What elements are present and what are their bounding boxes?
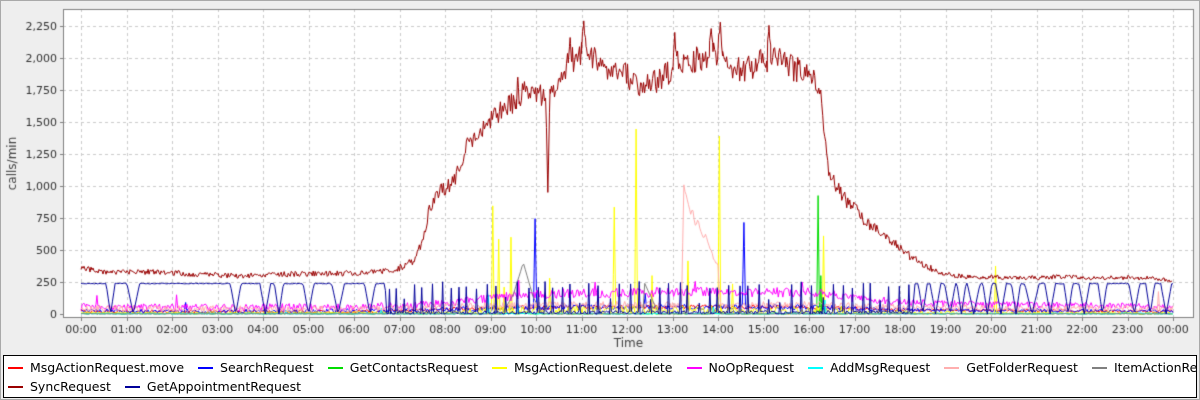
legend-label: SyncRequest bbox=[30, 379, 111, 394]
legend-label: GetAppointmentRequest bbox=[146, 379, 302, 394]
legend-item-GetFolderRequest: GetFolderRequest bbox=[944, 358, 1078, 377]
legend-item-MsgActionRequest.move: MsgActionRequest.move bbox=[8, 358, 184, 377]
legend-label: SearchRequest bbox=[220, 360, 314, 375]
legend-item-ItemActionRequest.delete: ItemActionRequest.delete bbox=[1091, 358, 1197, 377]
legend-swatch-icon bbox=[198, 366, 214, 369]
legend-label: GetFolderRequest bbox=[966, 360, 1078, 375]
legend-row-1: MsgActionRequest.move SearchRequest GetCon… bbox=[8, 358, 1196, 377]
legend-swatch-icon bbox=[124, 385, 140, 388]
legend-item-SyncRequest: SyncRequest bbox=[8, 377, 111, 396]
legend-label: NoOpRequest bbox=[708, 360, 795, 375]
legend-item-GetAppointmentRequest: GetAppointmentRequest bbox=[124, 377, 302, 396]
legend-swatch-icon bbox=[808, 366, 824, 369]
legend-item-NoOpRequest: NoOpRequest bbox=[686, 358, 795, 377]
legend-swatch-icon bbox=[8, 366, 23, 369]
legend-swatch-icon bbox=[327, 366, 343, 369]
legend-label: GetContactsRequest bbox=[349, 360, 478, 375]
legend-swatch-icon bbox=[1091, 366, 1107, 369]
legend-swatch-icon bbox=[686, 366, 702, 369]
legend-swatch-icon bbox=[944, 366, 960, 369]
legend-label: MsgActionRequest.delete bbox=[513, 360, 673, 375]
legend-label: ItemActionRequest.delete bbox=[1113, 360, 1197, 375]
legend-row-2: SyncRequest GetAppointmentRequest bbox=[8, 377, 1192, 396]
legend-swatch-icon bbox=[491, 366, 507, 369]
legend-item-MsgActionRequest.delete: MsgActionRequest.delete bbox=[491, 358, 673, 377]
chart-legend: MsgActionRequest.move SearchRequest GetCon… bbox=[3, 355, 1197, 398]
legend-label: MsgActionRequest.move bbox=[30, 360, 185, 375]
legend-item-AddMsgRequest: AddMsgRequest bbox=[808, 358, 930, 377]
legend-item-SearchRequest: SearchRequest bbox=[198, 358, 314, 377]
legend-swatch-icon bbox=[8, 385, 23, 388]
legend-item-GetContactsRequest: GetContactsRequest bbox=[327, 358, 478, 377]
legend-label: AddMsgRequest bbox=[830, 360, 931, 375]
